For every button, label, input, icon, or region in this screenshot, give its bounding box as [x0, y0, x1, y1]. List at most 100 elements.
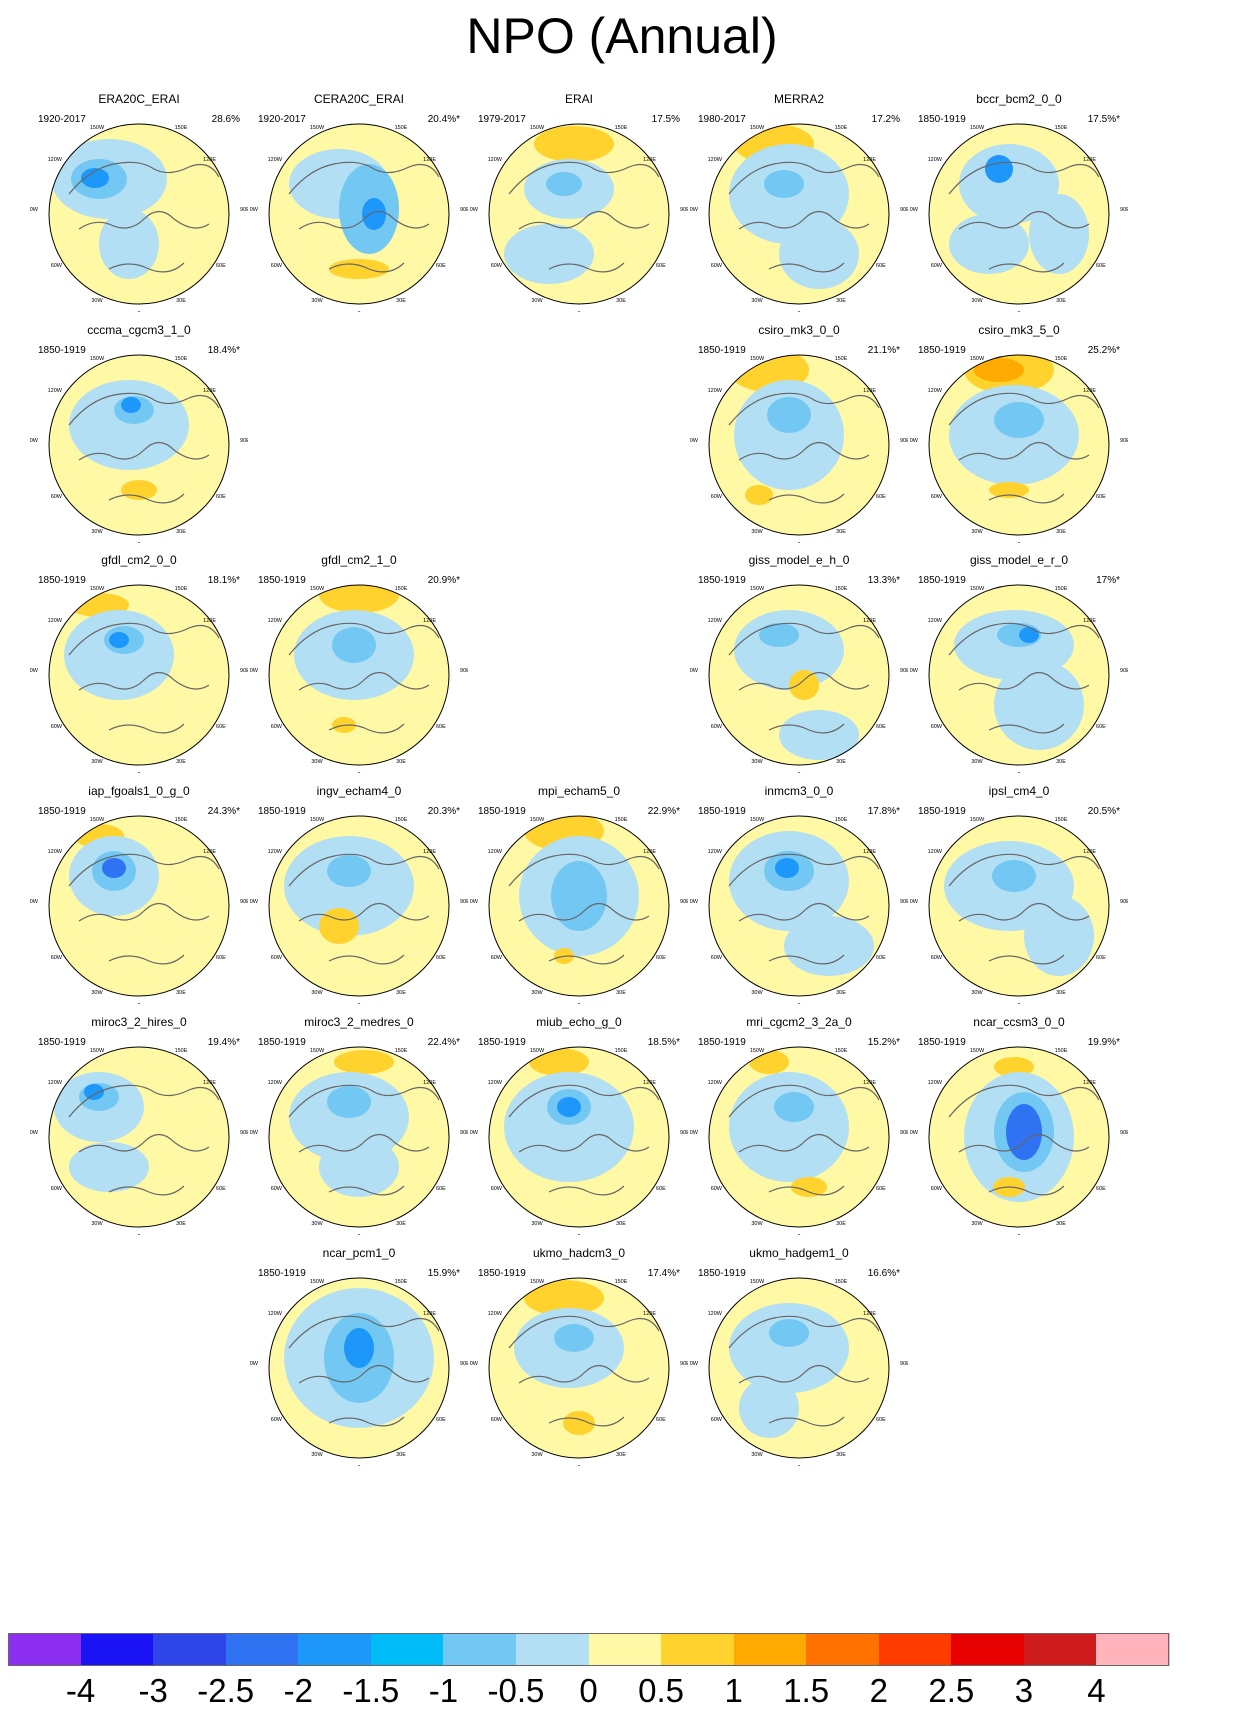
longitude-label: 90E: [900, 668, 908, 674]
longitude-label: 60E: [1096, 1186, 1106, 1192]
longitude-label: 60E: [216, 955, 226, 961]
longitude-label: 60E: [436, 955, 446, 961]
panel-years: 1850-1919: [258, 1037, 306, 1048]
map-panel: mri_cgcm2_3_2a_01850-191915.2%*180150E12…: [690, 1015, 908, 1237]
longitude-label: 30W: [751, 990, 763, 996]
panel-variance-percent: 17.2%: [871, 114, 900, 125]
colorbar-tick-label: -1.5: [342, 1672, 400, 1709]
longitude-label: 30W: [91, 1221, 103, 1227]
longitude-label: 30W: [971, 298, 983, 304]
panel-model-name: CERA20C_ERAI: [313, 92, 405, 106]
longitude-label: 150W: [530, 1279, 545, 1285]
anomaly-contour: [959, 144, 1059, 224]
map-panel: ERA20C_ERAI1920-201728.6%180150E120E90E6…: [30, 92, 248, 314]
panel-model-name: ERA20C_ERAI: [98, 92, 180, 106]
longitude-label: 60E: [216, 494, 226, 500]
longitude-label: 90W: [30, 899, 39, 905]
panel-years: 1850-1919: [918, 575, 966, 586]
longitude-label: 30E: [1056, 990, 1066, 996]
longitude-label: 150W: [750, 125, 765, 131]
longitude-label: 90E: [1120, 1130, 1128, 1136]
map-panel: inmcm3_0_01850-191917.8%*180150E120E90E6…: [690, 784, 908, 1006]
longitude-label: 30E: [836, 1452, 846, 1458]
polar-map: 180150E120E90E60E30E030W60W90W120W150W: [470, 815, 688, 1004]
map-panel: giss_model_e_r_01850-191917%*180150E120E…: [910, 553, 1128, 775]
map-panel: gfdl_cm2_0_01850-191918.1%*180150E120E90…: [30, 553, 248, 775]
panel-variance-percent: 17%*: [1096, 575, 1120, 586]
longitude-label: 60W: [271, 724, 283, 730]
longitude-label: 90W: [470, 1361, 479, 1367]
longitude-label: 90E: [1120, 668, 1128, 674]
longitude-label: 30W: [311, 1221, 323, 1227]
panel-variance-percent: 18.4%*: [207, 345, 240, 356]
map-panel: ukmo_hadgem1_01850-191916.6%*180150E120E…: [690, 1246, 908, 1468]
panel-variance-percent: 15.9%*: [427, 1268, 460, 1279]
longitude-label: 90E: [900, 899, 908, 905]
longitude-label: 120E: [1083, 618, 1096, 624]
longitude-label: 150E: [835, 817, 848, 823]
longitude-label: 90W: [30, 207, 39, 213]
polar-map: 180150E120E90E60E30E030W60W90W120W150W: [470, 1277, 688, 1466]
anomaly-contour: [774, 1092, 814, 1122]
longitude-label: 150E: [175, 125, 188, 131]
panel-variance-percent: 24.3%*: [207, 806, 240, 817]
longitude-label: 60W: [271, 955, 283, 961]
panel-years: 1850-1919: [698, 1268, 746, 1279]
polar-map: 180150E120E90E60E30E030W60W90W120W150W: [690, 584, 908, 773]
anomaly-contour: [362, 198, 386, 230]
map-panel: csiro_mk3_5_01850-191925.2%*180150E120E9…: [910, 323, 1128, 545]
anomaly-contour: [1024, 896, 1094, 976]
longitude-label: 60E: [656, 1186, 666, 1192]
panel-variance-percent: 19.9%*: [1087, 1037, 1120, 1048]
longitude-label: 0: [797, 1003, 800, 1004]
anomaly-contour: [779, 219, 859, 289]
longitude-label: 90W: [30, 438, 39, 444]
map-panel: ipsl_cm4_01850-191920.5%*180150E120E90E6…: [910, 784, 1128, 1006]
anomaly-contour: [84, 1084, 104, 1100]
longitude-label: 90E: [900, 438, 908, 444]
longitude-label: 60E: [216, 724, 226, 730]
longitude-label: 30W: [311, 990, 323, 996]
coastline: [948, 853, 1100, 965]
anomaly-contour: [99, 209, 159, 279]
longitude-label: 30E: [176, 990, 186, 996]
longitude-label: 60W: [491, 1186, 503, 1192]
longitude-label: 90W: [250, 899, 259, 905]
longitude-label: 60E: [876, 724, 886, 730]
anomaly-contour: [551, 861, 607, 931]
panel-model-name: miroc3_2_medres_0: [304, 1015, 414, 1029]
longitude-label: 0: [357, 1234, 360, 1235]
anomaly-contour: [344, 1328, 374, 1368]
longitude-label: 90E: [460, 1130, 468, 1136]
longitude-label: 120E: [423, 1080, 436, 1086]
longitude-label: 60W: [271, 1186, 283, 1192]
panel-years: 1850-1919: [918, 114, 966, 125]
coastline: [288, 622, 440, 734]
longitude-label: 60W: [491, 955, 503, 961]
longitude-label: 120E: [1083, 388, 1096, 394]
longitude-label: 90E: [680, 1361, 688, 1367]
longitude-label: 90W: [910, 438, 919, 444]
colorbar-tick-label: 0: [579, 1672, 598, 1709]
longitude-label: 120E: [1083, 1080, 1096, 1086]
longitude-label: 150E: [1055, 1048, 1068, 1054]
panel-years: 1980-2017: [698, 114, 746, 125]
longitude-label: 150E: [615, 1279, 628, 1285]
longitude-label: 150W: [310, 1048, 325, 1054]
page-title: NPO (Annual): [466, 8, 778, 64]
anomaly-contour: [734, 380, 844, 490]
longitude-label: 60W: [931, 494, 943, 500]
panel-years: 1850-1919: [918, 806, 966, 817]
anomaly-contour: [546, 172, 582, 196]
longitude-label: 150W: [90, 125, 105, 131]
longitude-label: 0: [137, 772, 140, 773]
panel-years: 1850-1919: [698, 1037, 746, 1048]
map-boundary: [268, 1046, 450, 1228]
panel-years: 1850-1919: [258, 1268, 306, 1279]
longitude-label: 120W: [928, 1080, 943, 1086]
panel-years: 1850-1919: [258, 806, 306, 817]
longitude-label: 120E: [423, 157, 436, 163]
map-boundary: [708, 1277, 890, 1459]
longitude-label: 120W: [48, 157, 63, 163]
longitude-label: 0: [577, 1465, 580, 1466]
